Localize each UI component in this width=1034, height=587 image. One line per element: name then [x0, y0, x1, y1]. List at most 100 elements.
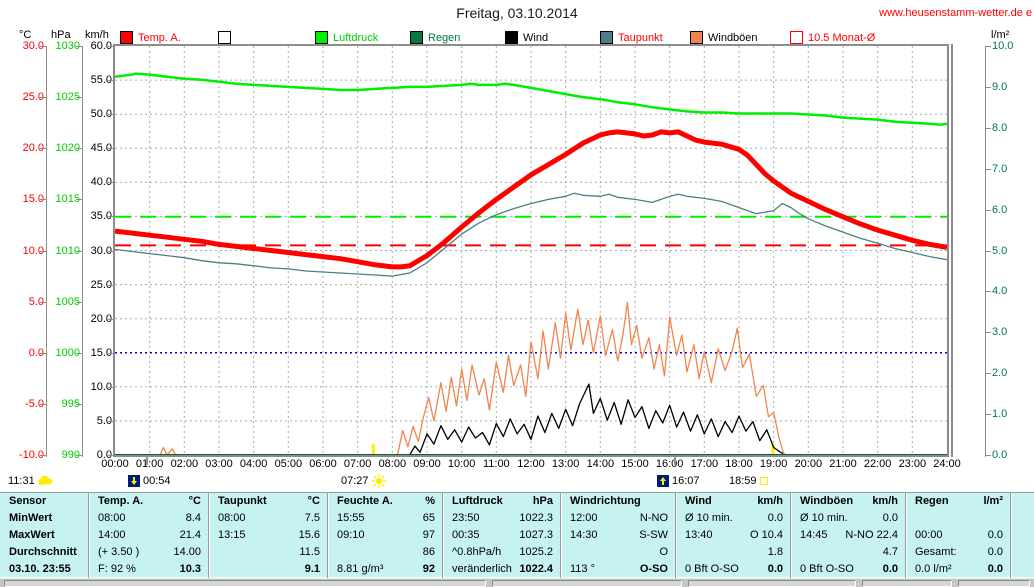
table-cell-value: 1022.4 — [519, 563, 553, 575]
table-cell-time: Ø 10 min. — [800, 512, 848, 524]
table-sensor-label: Sensor — [0, 493, 88, 510]
table-cell-value: 11.5 — [299, 546, 320, 558]
x-tick-label: 07:00 — [343, 458, 372, 470]
table-col-header: Feuchte A. — [337, 495, 393, 507]
x-tick-label: 12:00 — [517, 458, 545, 470]
wind-tick-mark — [108, 420, 115, 422]
x-tick-label: 04:00 — [239, 458, 268, 470]
status-bar-panel — [492, 580, 682, 587]
table-row: 0 Bft O-SO 0.0 — [676, 561, 790, 578]
table-col-header: Windböen — [800, 495, 854, 507]
table-cell-value: 92 — [422, 563, 435, 575]
x-tick-label: 09:00 — [413, 458, 441, 470]
table-col-unit: hPa — [532, 495, 553, 507]
table-row: 00:00 0.0 — [906, 527, 1010, 544]
wind-tick-label: 35.0 — [90, 210, 112, 223]
table-cell-time: 12:00 — [570, 512, 598, 524]
marker-time: 00:54 — [143, 475, 171, 487]
wind-tick-mark — [108, 250, 115, 252]
table-cell-time: 0.0 l/m² — [915, 563, 952, 575]
wind-tick-mark — [108, 182, 115, 184]
table-col-filler — [1010, 493, 1034, 578]
marker-time: 11:31 — [8, 475, 35, 487]
table-header-row: Taupunkt °C — [209, 493, 327, 510]
marker-flag-up: 16:07 — [657, 474, 700, 488]
table-row: 00:35 1027.3 — [443, 527, 560, 544]
pressure-tick-mark — [76, 46, 82, 47]
pressure-tick-label: 1000 — [55, 346, 80, 359]
website-link[interactable]: www.heusenstamm-wetter.de e — [879, 7, 1032, 19]
series-windb-en-line — [115, 301, 947, 455]
temp-tick-label: 30.0 — [22, 40, 44, 52]
table-col-sensor: Sensor MinWert MaxWert Durchschnitt 03.10. 2… — [0, 493, 88, 578]
rain-tick-label: 8.0 — [992, 121, 1008, 134]
temp-tick-label: 5.0 — [28, 295, 44, 308]
rain-tick-mark — [985, 209, 991, 211]
wind-tick-mark — [108, 284, 115, 286]
x-tick-label: 18:00 — [725, 458, 753, 470]
x-tick-label: 02:00 — [170, 458, 199, 470]
table-row: 12:00 N-NO — [561, 510, 675, 527]
legend-item-10-5-monat-: 10.5 Monat-Ø — [790, 31, 875, 44]
rain-tick-label: 7.0 — [992, 162, 1008, 175]
sun-event-tick — [371, 444, 375, 455]
sun-icon — [371, 474, 386, 488]
table-row: veränderlich 1022.4 — [443, 561, 560, 578]
table-cell-value: 1025.2 — [519, 546, 553, 558]
table-row: 14:30 S-SW — [561, 527, 675, 544]
table-cell-value: 86 — [422, 546, 435, 558]
table-row: 8.81 g/m³ 92 — [328, 561, 442, 578]
table-row: Ø 10 min. 0.0 — [791, 510, 905, 527]
rain-tick-label: 6.0 — [992, 203, 1008, 216]
pressure-tick-mark — [76, 455, 82, 456]
temp-tick-label: -10.0 — [18, 449, 44, 461]
table-col-unit: % — [425, 495, 435, 507]
wind-tick-mark — [108, 318, 115, 320]
rain-tick-mark — [985, 414, 991, 416]
table-row: 13:40 O 10.4 — [676, 527, 790, 544]
table-cell-text: MaxWert — [9, 529, 55, 541]
table-col-taupunkt: Taupunkt °C 08:00 7.5 13:15 15.6 11.5 9.1 — [208, 493, 327, 578]
table-row: Gesamt: 0.0 — [906, 544, 1010, 561]
chart-title: Freitag, 03.10.2014 — [456, 5, 578, 21]
table-cell-value: 1022.3 — [519, 512, 553, 524]
legend-item-blank — [218, 31, 236, 44]
wind-tick-label: 20.0 — [90, 312, 112, 325]
wind-tick-label: 45.0 — [90, 142, 112, 155]
wind-tick-mark — [108, 352, 115, 354]
legend-label: Luftdruck — [333, 31, 379, 44]
table-cell-time: 09:10 — [337, 529, 365, 541]
temp-axis-line — [46, 46, 47, 457]
rain-tick-label: 1.0 — [992, 408, 1008, 421]
wind-tick-mark — [108, 216, 115, 218]
pressure-tick-label: 1005 — [55, 295, 80, 308]
pressure-tick-label: 1025 — [55, 91, 80, 104]
pressure-tick-mark — [76, 352, 82, 354]
wind-tick-label: 60.0 — [90, 40, 112, 52]
table-cell-value: 10.3 — [179, 563, 201, 575]
table-sensor-label: MaxWert — [0, 527, 88, 544]
wind-tick-label: 40.0 — [90, 176, 112, 189]
table-cell-value: 0.0 — [987, 546, 1003, 558]
table-row: Ø 10 min. 0.0 — [676, 510, 790, 527]
moon-icon — [37, 476, 54, 486]
rain-tick-label: 9.0 — [992, 80, 1008, 93]
rain-tick-mark — [985, 46, 991, 47]
x-tick-label: 17:00 — [690, 458, 719, 470]
table-cell-text: 03.10. 23:55 — [9, 563, 71, 575]
flag-up-icon — [657, 475, 669, 487]
legend-item-temp-a-: Temp. A. — [120, 31, 181, 44]
wind-tick-mark — [108, 114, 115, 116]
table-row: 86 — [328, 544, 442, 561]
rain-tick-mark — [985, 373, 991, 375]
table-cell-time: 15:55 — [337, 512, 365, 524]
pressure-tick-mark — [76, 301, 82, 303]
table-row: (+ 3.50 ) 14.00 — [89, 544, 208, 561]
table-cell-value: N-NO — [639, 512, 668, 524]
wind-tick-mark — [108, 80, 115, 82]
table-cell-value: 4.7 — [882, 546, 898, 558]
table-col-unit: km/h — [872, 495, 898, 507]
table-cell-time: 8.81 g/m³ — [337, 563, 384, 575]
legend-label: Regen — [428, 31, 461, 44]
